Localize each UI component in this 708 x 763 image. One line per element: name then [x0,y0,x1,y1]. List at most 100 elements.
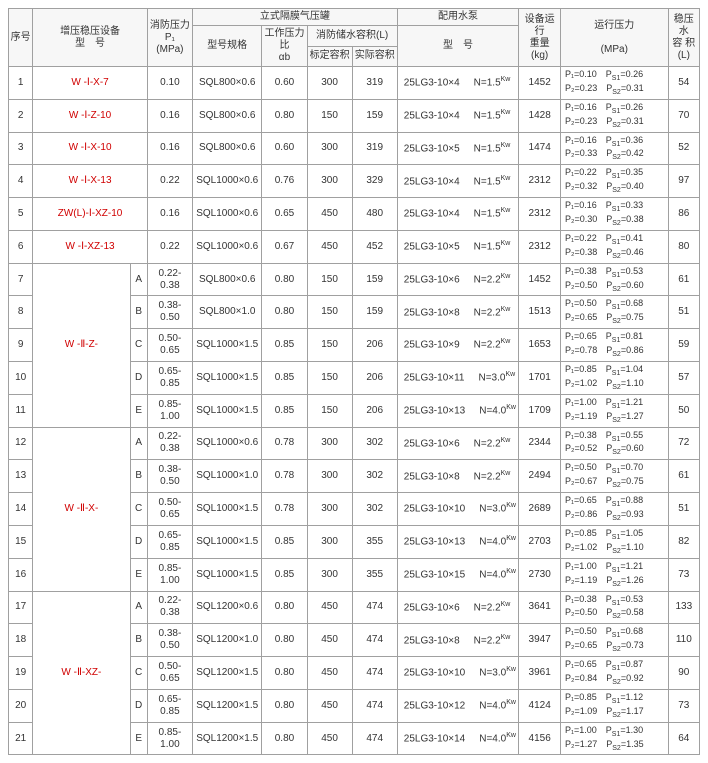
cell-seq: 3 [9,132,33,165]
cell-tank: SQL1000×1.5 [192,329,261,362]
cell-pressure: P₁=1.00 PS1=1.21P₂=1.19 PS2=1.26 [560,558,668,591]
table-row: 1W -Ⅰ-X-70.10SQL800×0.60.6030031925LG3-1… [9,67,700,100]
cell-fp: 0.16 [147,99,192,132]
cell-pressure: P₁=0.85 PS1=1.05P₂=1.02 PS2=1.10 [560,525,668,558]
cell-real: 474 [352,624,397,657]
cell-std: 450 [307,657,352,690]
cell-fp: 0.22 [147,230,192,263]
cell-seq: 10 [9,362,33,395]
cell-seq: 16 [9,558,33,591]
cell-fp: 0.65-0.85 [147,525,192,558]
cell-cap: 86 [668,198,699,231]
cell-pump: 25LG3-10×13N=4.0Kw [397,525,519,558]
header-run-weight: 设备运行重量(kg) [519,9,561,67]
header-fire-pressure: 消防压力P₁(MPa) [147,9,192,67]
cell-fp: 0.22 [147,165,192,198]
cell-sub: A [130,263,147,296]
cell-cap: 97 [668,165,699,198]
cell-ratio: 0.76 [262,165,307,198]
cell-sub: A [130,591,147,624]
cell-weight: 1709 [519,394,561,427]
cell-cap: 64 [668,722,699,755]
table-row: 5ZW(L)-Ⅰ-XZ-100.16SQL1000×0.60.654504802… [9,198,700,231]
cell-seq: 11 [9,394,33,427]
cell-ratio: 0.78 [262,427,307,460]
header-real-cap: 实际容积 [352,46,397,67]
cell-real: 302 [352,427,397,460]
cell-weight: 2312 [519,198,561,231]
cell-ratio: 0.80 [262,99,307,132]
cell-cap: 70 [668,99,699,132]
cell-fp: 0.38-0.50 [147,460,192,493]
cell-tank: SQL1000×0.6 [192,230,261,263]
cell-ratio: 0.85 [262,394,307,427]
cell-sub: C [130,493,147,526]
cell-pressure: P₁=0.38 PS1=0.53P₂=0.50 PS2=0.58 [560,591,668,624]
cell-seq: 14 [9,493,33,526]
cell-real: 474 [352,657,397,690]
cell-std: 300 [307,525,352,558]
cell-seq: 20 [9,689,33,722]
cell-fp: 0.22-0.38 [147,427,192,460]
cell-seq: 19 [9,657,33,690]
cell-fp: 0.50-0.65 [147,329,192,362]
cell-cap: 61 [668,460,699,493]
cell-tank: SQL1200×1.5 [192,722,261,755]
cell-real: 355 [352,525,397,558]
table-row: 17W -Ⅱ-XZ-A0.22-0.38SQL1200×0.60.8045047… [9,591,700,624]
cell-weight: 2312 [519,230,561,263]
table-row: 12W -Ⅱ-X-A0.22-0.38SQL1000×0.60.78300302… [9,427,700,460]
cell-pressure: P₁=0.85 PS1=1.04P₂=1.02 PS2=1.10 [560,362,668,395]
cell-cap: 110 [668,624,699,657]
cell-weight: 2494 [519,460,561,493]
cell-std: 300 [307,558,352,591]
cell-cap: 59 [668,329,699,362]
cell-seq: 13 [9,460,33,493]
cell-std: 150 [307,296,352,329]
header-capacity-group: 消防储水容积(L) [307,26,397,47]
cell-real: 474 [352,591,397,624]
cell-tank: SQL800×0.6 [192,263,261,296]
cell-weight: 2689 [519,493,561,526]
cell-tank: SQL800×0.6 [192,132,261,165]
cell-pressure: P₁=0.38 PS1=0.55P₂=0.52 PS2=0.60 [560,427,668,460]
cell-sub: E [130,558,147,591]
cell-weight: 1452 [519,263,561,296]
cell-seq: 17 [9,591,33,624]
cell-sub: E [130,394,147,427]
cell-real: 319 [352,67,397,100]
cell-std: 150 [307,329,352,362]
table-body: 1W -Ⅰ-X-70.10SQL800×0.60.6030031925LG3-1… [9,67,700,755]
cell-pump: 25LG3-10×13N=4.0Kw [397,394,519,427]
cell-real: 206 [352,362,397,395]
cell-pressure: P₁=0.65 PS1=0.87P₂=0.84 PS2=0.92 [560,657,668,690]
cell-std: 300 [307,67,352,100]
cell-model: W -Ⅰ-X-7 [33,67,148,100]
cell-std: 300 [307,427,352,460]
cell-pressure: P₁=0.16 PS1=0.26P₂=0.23 PS2=0.31 [560,99,668,132]
cell-weight: 1428 [519,99,561,132]
cell-pressure: P₁=0.10 PS1=0.26P₂=0.23 PS2=0.31 [560,67,668,100]
cell-cap: 90 [668,657,699,690]
cell-tank: SQL1200×1.5 [192,689,261,722]
cell-std: 450 [307,591,352,624]
table-row: 4W -Ⅰ-X-130.22SQL1000×0.60.7630032925LG3… [9,165,700,198]
cell-std: 150 [307,362,352,395]
cell-tank: SQL1000×1.5 [192,394,261,427]
cell-sub: C [130,329,147,362]
cell-weight: 3947 [519,624,561,657]
cell-seq: 8 [9,296,33,329]
cell-real: 480 [352,198,397,231]
cell-fp: 0.65-0.85 [147,362,192,395]
table-header: 序号 增压稳压设备型 号 消防压力P₁(MPa) 立式隔膜气压罐 配用水泵 设备… [9,9,700,67]
cell-real: 159 [352,263,397,296]
header-run-pressure: 运行压力(MPa) [560,9,668,67]
cell-real: 452 [352,230,397,263]
cell-seq: 18 [9,624,33,657]
cell-fp: 0.10 [147,67,192,100]
cell-pump: 25LG3-10×9N=2.2Kw [397,329,519,362]
cell-ratio: 0.80 [262,591,307,624]
table-row: 6W -Ⅰ-XZ-130.22SQL1000×0.60.6745045225LG… [9,230,700,263]
header-tank-group: 立式隔膜气压罐 [192,9,397,26]
cell-real: 206 [352,394,397,427]
